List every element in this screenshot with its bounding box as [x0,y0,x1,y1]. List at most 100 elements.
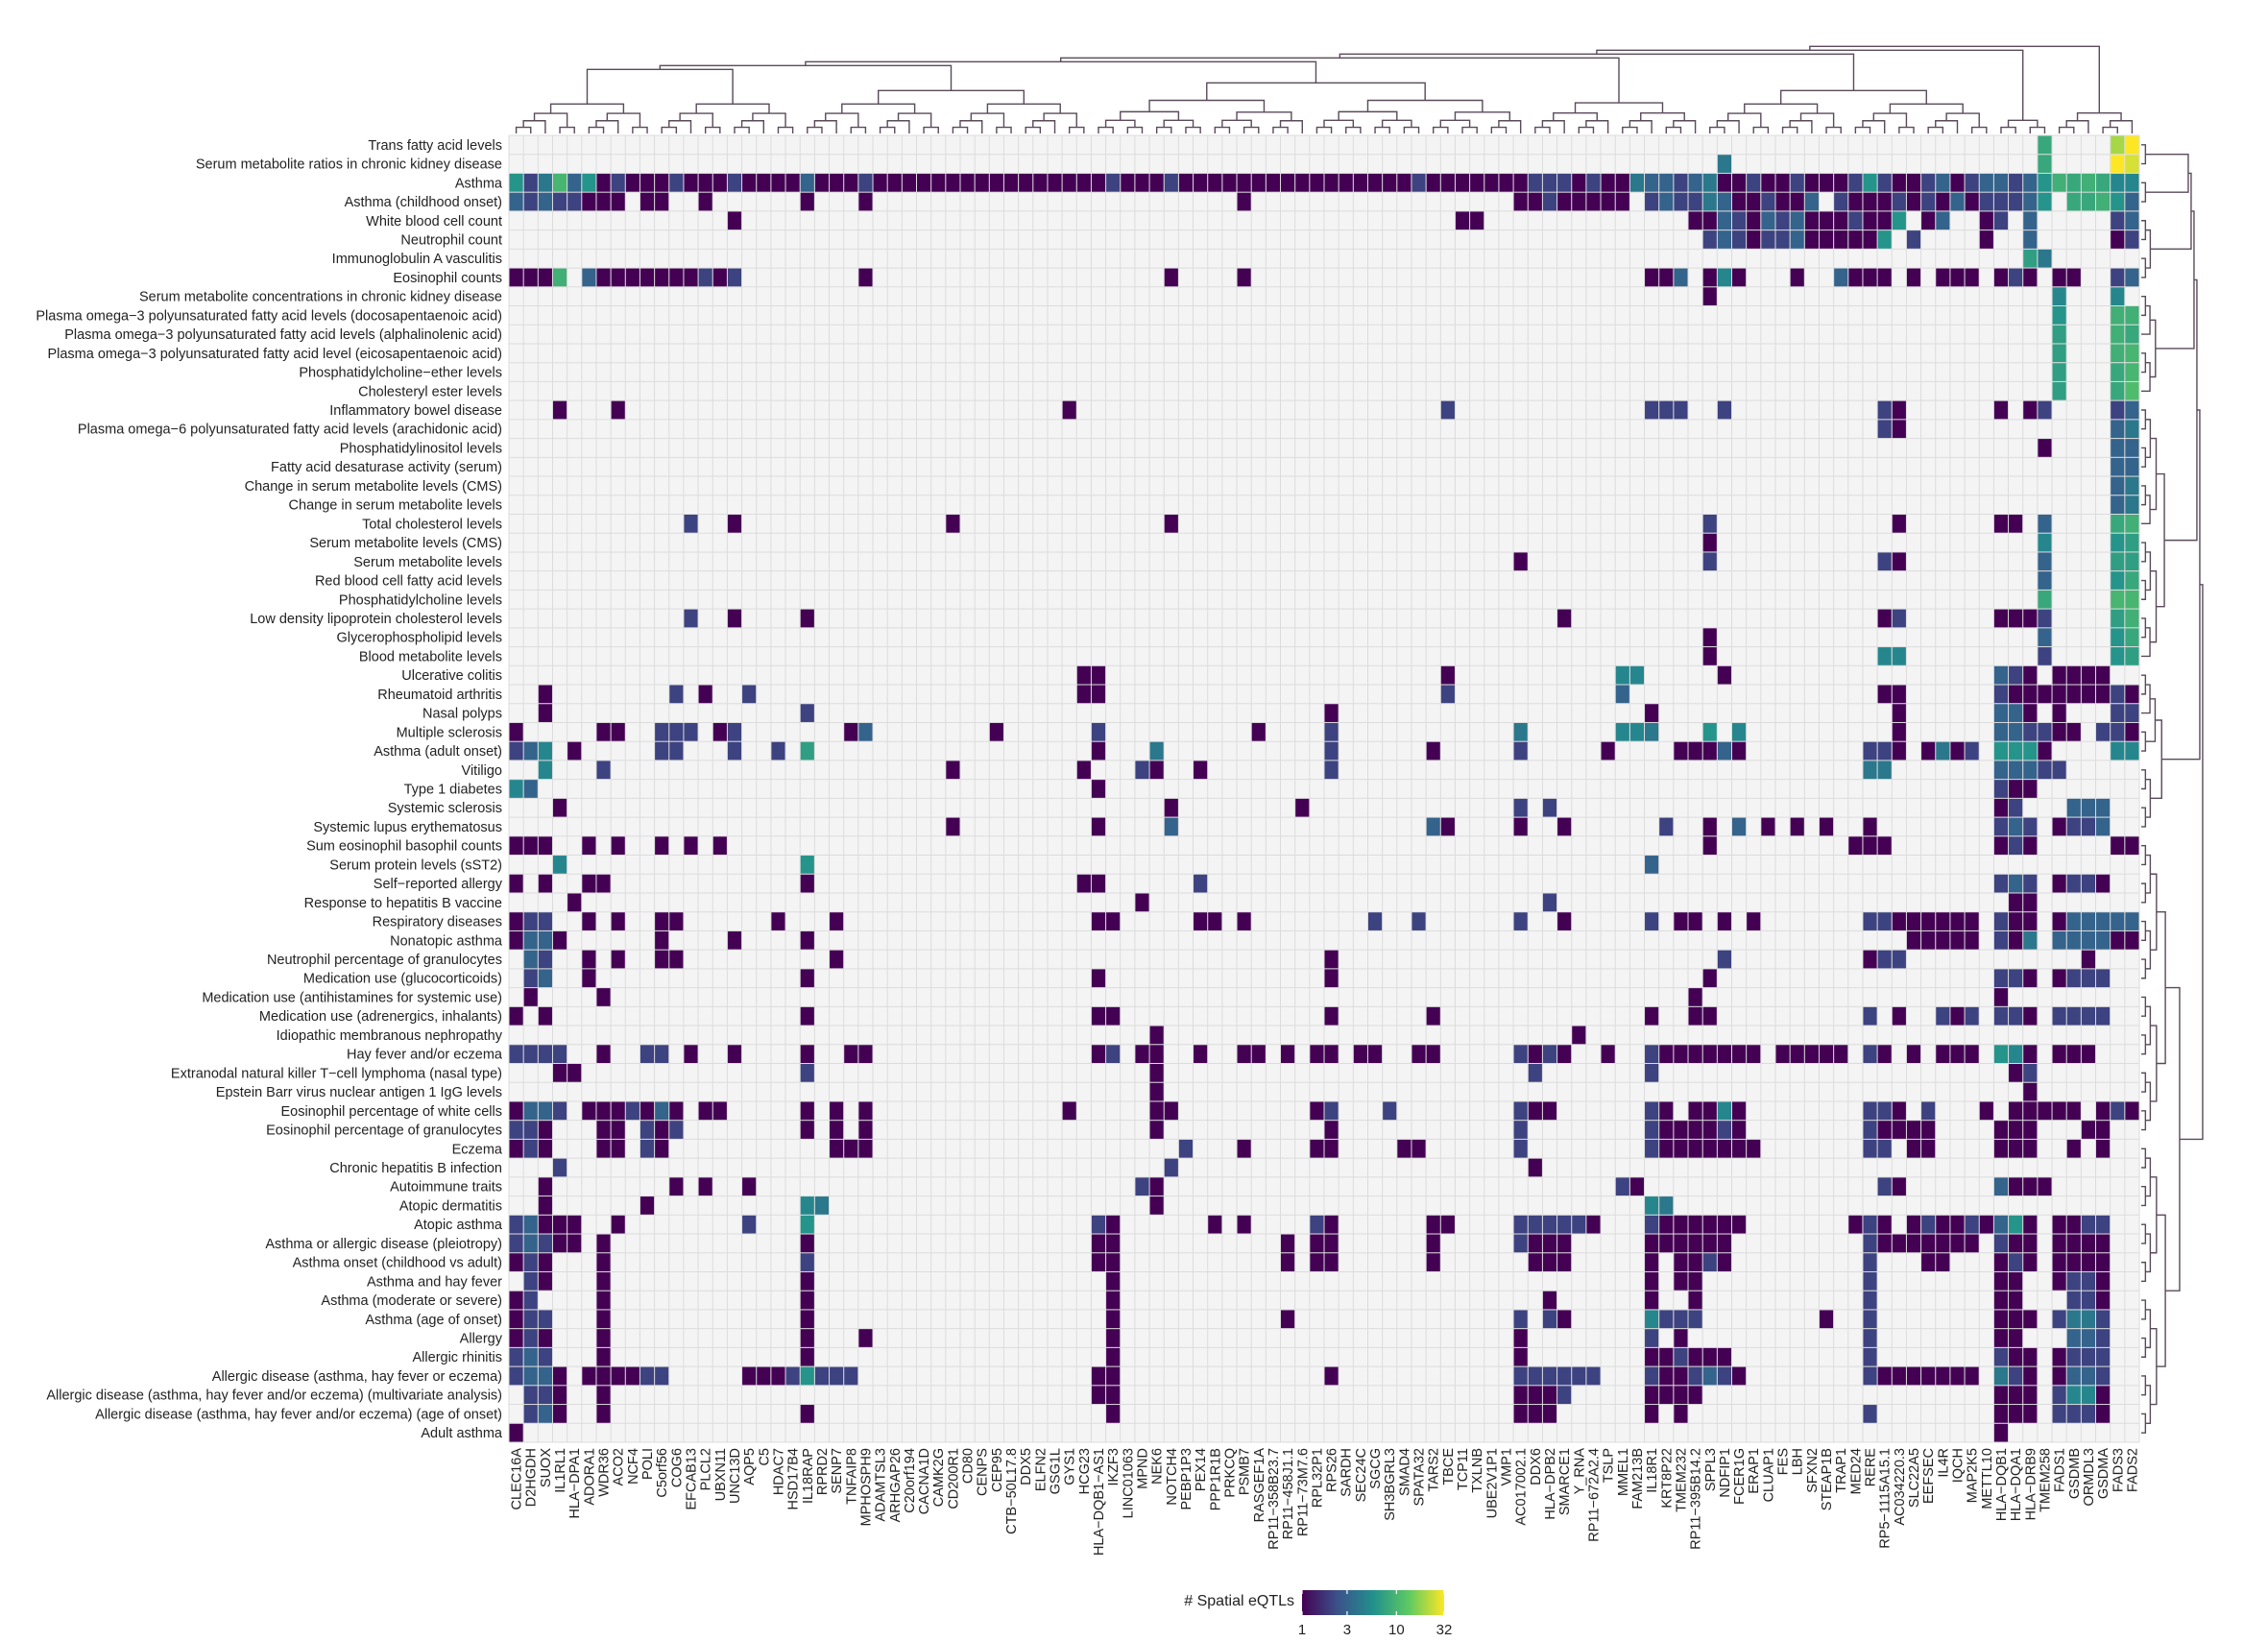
heatmap-cell [2096,1215,2111,1234]
heatmap-cell [1659,1310,1674,1329]
column-label: WDR36 [597,1448,613,1497]
heatmap-cell [1324,1006,1339,1026]
heatmap-cell [1993,665,2009,685]
heatmap-cell [538,1386,552,1405]
heatmap-cell [1863,1366,1877,1386]
heatmap-cell [1965,173,1979,192]
heatmap-cell [1688,173,1702,192]
heatmap-cell [1950,1045,1965,1063]
heatmap-cell [1936,1234,1950,1253]
heatmap-cell [1921,1101,1936,1121]
heatmap-cell [1440,173,1455,192]
heatmap-cell [1936,268,1950,287]
heatmap-cell [1542,1405,1557,1423]
heatmap-cell [1993,930,2009,950]
heatmap-cell [858,173,873,192]
heatmap-cell [2052,381,2066,400]
heatmap-cell [2125,173,2139,192]
heatmap-cell [2023,211,2038,230]
heatmap-cell [1688,1045,1702,1063]
heatmap-cell [1440,1215,1455,1234]
heatmap-cell [2052,173,2066,192]
heatmap-cell [2081,874,2096,893]
heatmap-cell [742,173,757,192]
heatmap-cell [2023,704,2038,722]
heatmap-cell [523,836,538,856]
heatmap-cell [727,211,742,230]
heatmap-cell [1732,722,1747,741]
heatmap-cell [582,950,596,969]
column-label: PEBP1P3 [1179,1448,1194,1510]
dendrogram-branch [1709,126,1725,133]
heatmap-cell [538,1329,552,1347]
heatmap-cell [596,1234,611,1253]
heatmap-cell [2111,741,2125,761]
column-label: CD200R1 [946,1448,961,1509]
heatmap-cell [2038,514,2052,533]
dendrogram-branch [923,126,939,133]
heatmap-cell [1688,988,1702,1006]
heatmap-cell [1993,514,2009,533]
heatmap-cell [1542,173,1557,192]
heatmap-cell [1877,1139,1892,1158]
heatmap-cell [552,1158,567,1177]
heatmap-cell [1295,798,1310,817]
heatmap-cell [2125,135,2139,155]
column-label: CLEC16A [510,1448,525,1510]
row-label: Trans fatty acid levels [368,138,502,154]
dendrogram-branch [2141,1186,2147,1207]
heatmap-cell [2009,1405,2023,1423]
heatmap-cell [2023,874,2038,893]
heatmap-cell [1339,173,1353,192]
heatmap-cell [1674,400,1688,420]
heatmap-cell [684,836,698,856]
heatmap-cell [1848,268,1863,287]
heatmap-cell [2052,1271,2066,1291]
heatmap-cell [1702,1045,1717,1063]
heatmap-cell [1528,1215,1542,1234]
heatmap-cell [538,1234,552,1253]
dendrogram-branch [2000,126,2016,133]
heatmap-cell [1237,173,1251,192]
heatmap-cell [2052,306,2066,325]
heatmap-cell [509,874,523,893]
heatmap-cell [2096,173,2111,192]
heatmap-cell [1645,1271,1659,1291]
heatmap-cell [2125,722,2139,741]
heatmap-cell [1921,1215,1936,1234]
heatmap-cell [611,1121,625,1139]
heatmap-cell [1310,1234,1324,1253]
column-label: RERE [1864,1448,1879,1487]
heatmap-cell [2009,1310,2023,1329]
heatmap-cell [1906,173,1921,192]
heatmap-cell [800,1347,814,1366]
heatmap-cell [1164,1101,1178,1121]
heatmap-cell [1936,912,1950,930]
column-label: VMP1 [1500,1448,1515,1486]
heatmap-cell [1892,704,1906,722]
heatmap-cell [669,173,684,192]
heatmap-cell [1528,192,1542,211]
dendrogram-branch [632,126,648,133]
heatmap-cell [2096,192,2111,211]
heatmap-cell [800,930,814,950]
heatmap-cell [1091,969,1106,988]
heatmap-cell [1513,1045,1528,1063]
heatmap-cell [1775,173,1790,192]
heatmap-cell [2052,930,2066,950]
heatmap-cell [1076,874,1091,893]
heatmap-cell [1702,969,1717,988]
heatmap-cell [2038,628,2052,647]
heatmap-cell [538,969,552,988]
heatmap-cell [523,1366,538,1386]
heatmap-cell [858,192,873,211]
heatmap-cell [830,173,844,192]
heatmap-cell [2052,685,2066,704]
heatmap-cell [1717,1253,1731,1271]
heatmap-cell [858,1121,873,1139]
heatmap-cell [538,1215,552,1234]
heatmap-cell [1950,1234,1965,1253]
dendrogram-branch [1338,110,1398,121]
dendrogram-branch [1163,119,1194,128]
heatmap-cell [2081,1045,2096,1063]
